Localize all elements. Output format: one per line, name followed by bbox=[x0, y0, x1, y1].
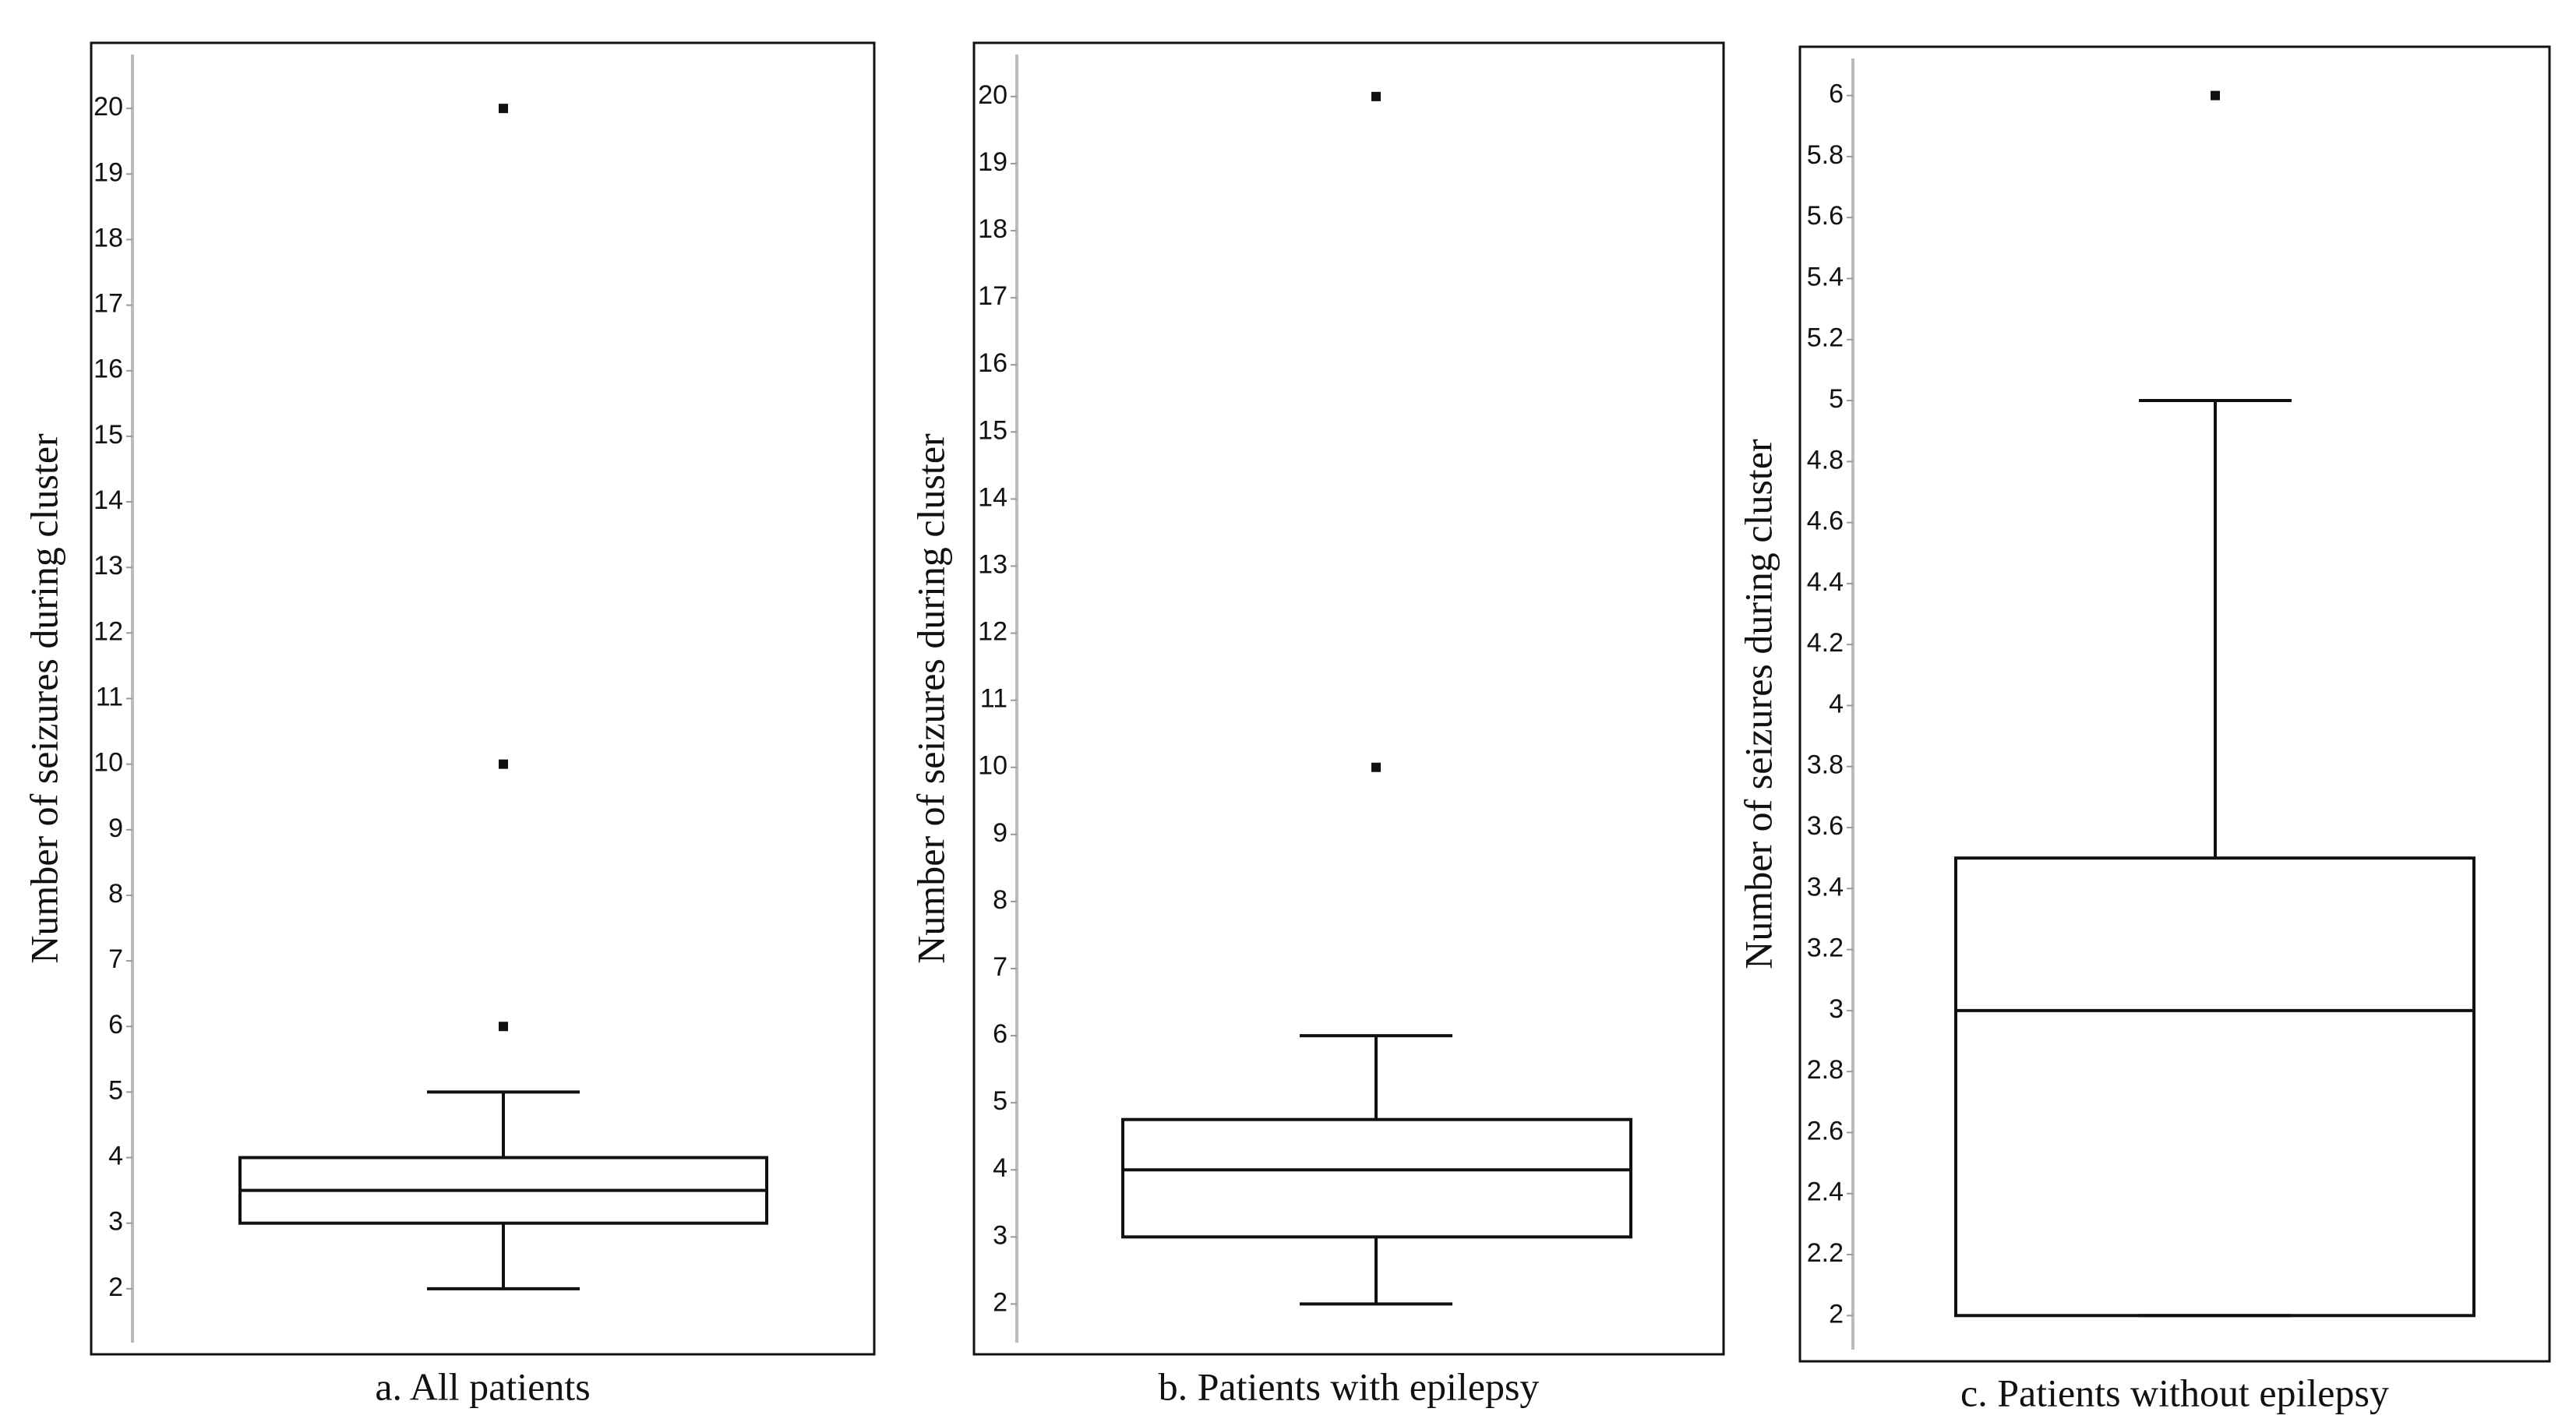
outlier bbox=[499, 104, 508, 114]
outlier bbox=[499, 1022, 508, 1032]
y-tick-label: 19 bbox=[978, 147, 1007, 177]
plot-frame bbox=[972, 41, 1725, 1356]
y-tick-label: 4.4 bbox=[1807, 567, 1844, 597]
y-tick-label: 3.4 bbox=[1807, 872, 1844, 902]
y-axis-label: Number of seizures during cluster bbox=[22, 433, 65, 964]
y-tick-label: 18 bbox=[94, 223, 123, 252]
box bbox=[1954, 856, 2475, 1318]
y-tick-label: 2 bbox=[108, 1272, 123, 1302]
y-tick-label: 2.2 bbox=[1807, 1238, 1844, 1268]
y-tick-label: 6 bbox=[993, 1019, 1007, 1049]
y-tick-label: 10 bbox=[978, 751, 1007, 781]
y-tick-label: 4 bbox=[993, 1153, 1007, 1183]
y-tick-label: 16 bbox=[978, 348, 1007, 378]
caption: a. All patients bbox=[375, 1364, 590, 1408]
box bbox=[1121, 1117, 1632, 1239]
y-tick-label: 14 bbox=[94, 485, 123, 515]
y-tick-label: 2.6 bbox=[1807, 1116, 1844, 1145]
y-tick-label: 20 bbox=[978, 80, 1007, 110]
y-tick-label: 5 bbox=[1829, 384, 1844, 414]
outlier bbox=[1371, 762, 1381, 772]
y-tick-label: 15 bbox=[94, 420, 123, 450]
y-tick-label: 5.6 bbox=[1807, 201, 1844, 231]
y-tick-label: 9 bbox=[993, 818, 1007, 848]
y-tick-label: 7 bbox=[993, 952, 1007, 982]
outlier bbox=[1371, 91, 1381, 101]
y-axis-label: Number of seizures during cluster bbox=[1736, 439, 1780, 969]
y-tick-label: 3.2 bbox=[1807, 934, 1844, 963]
y-tick-label: 5.8 bbox=[1807, 140, 1844, 170]
y-tick-label: 15 bbox=[978, 415, 1007, 445]
outlier bbox=[2211, 90, 2220, 101]
y-tick-label: 4.8 bbox=[1807, 445, 1844, 475]
y-tick-label: 19 bbox=[94, 157, 123, 187]
y-tick-label: 8 bbox=[108, 879, 123, 909]
y-tick-label: 4.6 bbox=[1807, 507, 1844, 536]
y-tick-label: 7 bbox=[108, 944, 123, 974]
y-tick-label: 10 bbox=[94, 748, 123, 778]
y-tick-label: 13 bbox=[94, 551, 123, 581]
y-tick-label: 11 bbox=[96, 682, 123, 711]
y-tick-label: 5.2 bbox=[1807, 323, 1844, 353]
y-tick-label: 3.8 bbox=[1807, 750, 1844, 780]
y-tick-label: 2.8 bbox=[1807, 1055, 1844, 1085]
plot-frame bbox=[90, 41, 876, 1356]
y-tick-label: 20 bbox=[94, 92, 123, 122]
y-tick-label: 4 bbox=[108, 1142, 123, 1171]
y-tick-label: 4.2 bbox=[1807, 628, 1844, 658]
plot-frame bbox=[1798, 45, 2551, 1363]
y-tick-label: 5 bbox=[993, 1086, 1007, 1116]
y-tick-label: 2 bbox=[1829, 1299, 1844, 1329]
y-tick-label: 16 bbox=[94, 355, 123, 384]
y-tick-label: 13 bbox=[978, 549, 1007, 579]
y-tick-label: 3 bbox=[1829, 994, 1844, 1024]
y-tick-label: 6 bbox=[108, 1010, 123, 1039]
y-tick-label: 5.4 bbox=[1807, 262, 1844, 291]
outlier bbox=[499, 759, 508, 769]
y-tick-label: 18 bbox=[978, 214, 1007, 244]
y-tick-label: 3 bbox=[993, 1220, 1007, 1250]
y-tick-label: 2 bbox=[993, 1287, 1007, 1317]
y-axis-label: Number of seizures during cluster bbox=[909, 433, 952, 964]
caption: b. Patients with epilepsy bbox=[1159, 1364, 1540, 1408]
y-tick-label: 17 bbox=[978, 281, 1007, 311]
y-tick-label: 2.4 bbox=[1807, 1177, 1844, 1207]
y-tick-label: 6 bbox=[1829, 79, 1844, 109]
y-tick-label: 3.6 bbox=[1807, 811, 1844, 841]
y-tick-label: 5 bbox=[108, 1075, 123, 1105]
y-tick-label: 12 bbox=[94, 616, 123, 646]
y-tick-label: 17 bbox=[94, 289, 123, 319]
y-tick-label: 14 bbox=[978, 482, 1007, 512]
y-tick-label: 11 bbox=[980, 684, 1007, 714]
y-tick-label: 3 bbox=[108, 1207, 123, 1237]
y-tick-label: 9 bbox=[108, 814, 123, 843]
y-tick-label: 8 bbox=[993, 885, 1007, 915]
y-tick-label: 12 bbox=[978, 617, 1007, 647]
caption: c. Patients without epilepsy bbox=[1960, 1371, 2389, 1414]
y-tick-label: 4 bbox=[1829, 689, 1844, 718]
